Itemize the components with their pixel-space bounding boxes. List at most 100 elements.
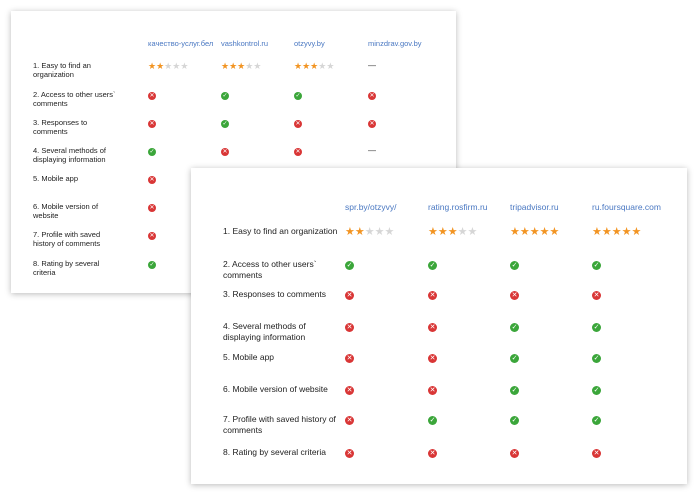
- star-icon: ★: [374, 226, 385, 238]
- star-icon: ★: [164, 61, 173, 71]
- comparison-card-front: spr.by/otzyvy/rating.rosfirm.ru tripadvis…: [191, 168, 687, 484]
- site-column-header[interactable]: minzdrav.gov.by: [368, 39, 422, 48]
- check-circle-icon: ✓: [428, 416, 437, 425]
- cross-circle-icon: ✕: [368, 120, 376, 128]
- cross-circle-icon: ✕: [428, 386, 437, 395]
- star-icon: ★: [148, 61, 157, 71]
- criterion-label: 1. Easy to find an organization: [223, 226, 338, 236]
- check-circle-icon: ✓: [148, 148, 156, 156]
- star-icon: ★: [364, 226, 375, 238]
- criterion-label: 5. Mobile app: [223, 352, 275, 362]
- star-icon: ★: [592, 226, 602, 238]
- site-column-header[interactable]: rating.rosfirm.ru: [428, 202, 488, 212]
- check-circle-icon: ✓: [221, 120, 229, 128]
- star-icon: ★: [326, 61, 335, 71]
- check-circle-icon: ✓: [294, 92, 302, 100]
- star-icon: ★: [237, 61, 246, 71]
- site-column-header[interactable]: vashkontrol.ru: [221, 39, 269, 48]
- cross-circle-icon: ✕: [345, 386, 354, 395]
- criterion-label: 8. Rating by several criteria: [33, 259, 100, 278]
- star-icon: ★: [601, 226, 612, 238]
- star-icon: ★: [384, 226, 395, 238]
- check-circle-icon: ✓: [510, 416, 519, 425]
- cross-circle-icon: ✕: [428, 354, 437, 363]
- star-icon: ★: [156, 61, 165, 71]
- criterion-label: 3. Responses to comments: [33, 118, 88, 137]
- star-icon: ★: [253, 61, 262, 71]
- site-column-header[interactable]: ru.foursquare.com: [592, 202, 661, 212]
- cross-circle-icon: ✕: [368, 92, 376, 100]
- cross-circle-icon: ✕: [428, 449, 437, 458]
- not-applicable-dash: —: [368, 61, 376, 70]
- cross-circle-icon: ✕: [510, 449, 519, 458]
- star-icon: ★: [519, 226, 530, 238]
- star-icon: ★: [428, 226, 438, 238]
- star-icon: ★: [345, 226, 355, 238]
- cross-circle-icon: ✕: [148, 92, 156, 100]
- star-rating: ★★★★★: [294, 61, 334, 71]
- star-icon: ★: [467, 226, 478, 238]
- star-icon: ★: [437, 226, 448, 238]
- site-column-header[interactable]: otzyvy.by: [294, 39, 325, 48]
- cross-circle-icon: ✕: [345, 416, 354, 425]
- star-icon: ★: [180, 61, 189, 71]
- criterion-label: 3. Responses to comments: [223, 289, 326, 299]
- cross-circle-icon: ✕: [345, 291, 354, 300]
- criterion-label: 2. Access to other users` comments: [223, 259, 317, 280]
- cross-circle-icon: ✕: [148, 232, 156, 240]
- criterion-label: 4. Several methods of displaying informa…: [223, 321, 306, 342]
- star-icon: ★: [245, 61, 254, 71]
- star-icon: ★: [310, 61, 319, 71]
- star-icon: ★: [294, 61, 303, 71]
- cross-circle-icon: ✕: [428, 323, 437, 332]
- site-column-header[interactable]: spr.by/otzyvy/: [345, 202, 397, 212]
- criterion-label: 1. Easy to find an organization: [33, 61, 91, 80]
- star-icon: ★: [447, 226, 458, 238]
- star-icon: ★: [529, 226, 540, 238]
- cross-circle-icon: ✕: [294, 148, 302, 156]
- star-icon: ★: [510, 226, 520, 238]
- star-rating: ★★★★★: [148, 61, 188, 71]
- criterion-label: 7. Profile with saved history of comment…: [223, 414, 336, 435]
- criterion-label: 7. Profile with saved history of comment…: [33, 230, 101, 249]
- star-icon: ★: [621, 226, 632, 238]
- cross-circle-icon: ✕: [148, 176, 156, 184]
- star-icon: ★: [221, 61, 230, 71]
- star-rating: ★★★★★: [592, 226, 641, 238]
- site-column-header[interactable]: качество-услуг.бел: [148, 39, 214, 48]
- check-circle-icon: ✓: [345, 261, 354, 270]
- star-rating: ★★★★★: [221, 61, 261, 71]
- criterion-label: 2. Access to other users` comments: [33, 90, 116, 109]
- criterion-label: 5. Mobile app: [33, 174, 79, 183]
- star-icon: ★: [229, 61, 238, 71]
- star-icon: ★: [354, 226, 365, 238]
- star-rating: ★★★★★: [428, 226, 477, 238]
- star-icon: ★: [318, 61, 327, 71]
- check-circle-icon: ✓: [148, 261, 156, 269]
- star-icon: ★: [457, 226, 468, 238]
- check-circle-icon: ✓: [510, 386, 519, 395]
- cross-circle-icon: ✕: [221, 148, 229, 156]
- cross-circle-icon: ✕: [428, 291, 437, 300]
- criterion-label: 4. Several methods of displaying informa…: [33, 146, 106, 165]
- check-circle-icon: ✓: [592, 416, 601, 425]
- check-circle-icon: ✓: [592, 261, 601, 270]
- cross-circle-icon: ✕: [592, 449, 601, 458]
- site-column-header[interactable]: tripadvisor.ru: [510, 202, 559, 212]
- star-icon: ★: [302, 61, 311, 71]
- star-icon: ★: [172, 61, 181, 71]
- cross-circle-icon: ✕: [345, 449, 354, 458]
- cross-circle-icon: ✕: [148, 204, 156, 212]
- check-circle-icon: ✓: [592, 386, 601, 395]
- check-circle-icon: ✓: [221, 92, 229, 100]
- star-icon: ★: [549, 226, 560, 238]
- cross-circle-icon: ✕: [148, 120, 156, 128]
- check-circle-icon: ✓: [510, 354, 519, 363]
- cross-circle-icon: ✕: [345, 323, 354, 332]
- check-circle-icon: ✓: [592, 323, 601, 332]
- check-circle-icon: ✓: [510, 323, 519, 332]
- criterion-label: 6. Mobile version of website: [223, 384, 328, 394]
- star-icon: ★: [539, 226, 550, 238]
- not-applicable-dash: —: [368, 146, 376, 155]
- cross-circle-icon: ✕: [592, 291, 601, 300]
